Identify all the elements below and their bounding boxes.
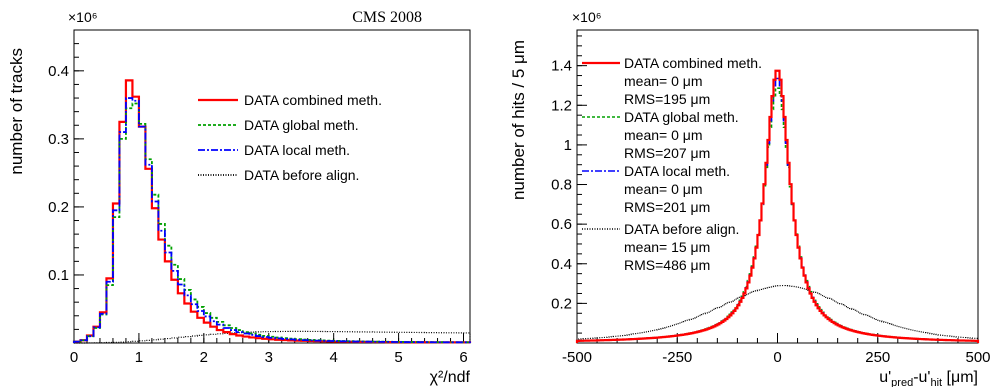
legend-label: DATA combined meth. <box>244 92 382 108</box>
right-legend: DATA combined meth. mean= 0 μm RMS=195 μm D… <box>582 55 762 273</box>
histogram-series-line <box>73 102 471 344</box>
legend-mean: mean= 0 μm <box>624 181 703 197</box>
legend-label: DATA global meth. <box>624 109 739 125</box>
left-x-axis-label: χ²/ndf <box>430 369 471 386</box>
x-tick-label: 2 <box>200 349 208 366</box>
right-x-label-part2: -u' <box>913 369 930 386</box>
y-tick-label: 0.8 <box>551 177 572 194</box>
y-tick-label: 0.3 <box>48 131 69 148</box>
legend-label: DATA before align. <box>624 221 739 237</box>
legend-mean: mean= 15 μm <box>624 239 710 255</box>
y-tick-label: 0.2 <box>551 295 572 312</box>
experiment-label: CMS 2008 <box>352 9 422 26</box>
x-tick-label: 1 <box>135 349 143 366</box>
y-tick-label: 0.4 <box>48 63 69 80</box>
x-tick-label: 3 <box>265 349 273 366</box>
histogram-series-line <box>575 69 980 343</box>
left-panel: 0 1 2 3 4 5 60.10.20.30.4 DATA combined meth.D… <box>7 9 472 386</box>
legend-label: DATA local meth. <box>244 142 350 158</box>
left-axis-ticks: 0 1 2 3 4 5 6 0.1 0.2 0.3 0.4 <box>48 29 468 366</box>
legend-label: DATA combined meth. <box>624 55 762 71</box>
right-x-label-part3: [μm] <box>942 369 978 386</box>
left-plot-frame <box>73 29 471 344</box>
legend-label: DATA before align. <box>244 167 359 183</box>
y-tick-label: 1.2 <box>551 97 572 114</box>
x-tick-label: 6 <box>459 349 467 366</box>
y-tick-label: 0.1 <box>48 267 69 284</box>
y-tick-label: 1 <box>564 137 572 154</box>
left-legend: DATA combined meth. DATA global meth. DATA… <box>198 92 382 183</box>
right-y-axis-label: number of hits / 5 μm <box>509 40 528 200</box>
left-y-axis-label: number of tracks <box>7 48 26 175</box>
left-y-multiplier: ×10⁶ <box>68 9 98 25</box>
histogram-series-line <box>74 330 471 344</box>
right-panel: -500 -250 0 250 500 0.2 0.4 0.6 0.8 1 1.2 1.4 DATA … <box>509 9 991 387</box>
legend-rms: RMS=195 μm <box>624 91 710 107</box>
y-tick-label: 0.6 <box>551 216 572 233</box>
legend-label: DATA global meth. <box>244 117 359 133</box>
right-axis-ticks: -500 -250 0 250 500 0.2 0.4 0.6 0.8 1 1.2 1.4 <box>551 35 991 366</box>
x-tick-label: 250 <box>865 349 890 366</box>
legend-mean: mean= 0 μm <box>624 73 703 89</box>
histogram-series-line <box>576 284 979 343</box>
legend-mean: mean= 0 μm <box>624 127 703 143</box>
right-x-label-part1: u' <box>879 369 891 386</box>
histogram-series-line <box>73 97 471 344</box>
legend-rms: RMS=486 μm <box>624 257 710 273</box>
right-x-axis-label: u'pred-u'hit [μm] <box>879 369 978 387</box>
x-tick-label: 0 <box>773 349 781 366</box>
x-tick-label: -500 <box>562 349 592 366</box>
legend-label: DATA local meth. <box>624 163 730 179</box>
legend-rms: RMS=207 μm <box>624 145 710 161</box>
x-tick-label: -250 <box>662 349 692 366</box>
x-tick-label: 4 <box>330 349 338 366</box>
right-histograms <box>575 69 980 343</box>
y-tick-label: 0.4 <box>551 256 572 273</box>
y-tick-label: 0.2 <box>48 199 69 216</box>
y-tick-label: 1.4 <box>551 58 572 75</box>
legend-rms: RMS=201 μm <box>624 199 710 215</box>
right-x-label-sub1: pred <box>891 377 913 387</box>
x-tick-label: 0 <box>70 349 78 366</box>
x-tick-label: 500 <box>965 349 990 366</box>
right-y-multiplier: ×10⁶ <box>572 9 602 25</box>
right-x-label-sub2: hit <box>930 377 942 387</box>
left-histograms <box>72 79 472 344</box>
x-tick-label: 5 <box>394 349 402 366</box>
